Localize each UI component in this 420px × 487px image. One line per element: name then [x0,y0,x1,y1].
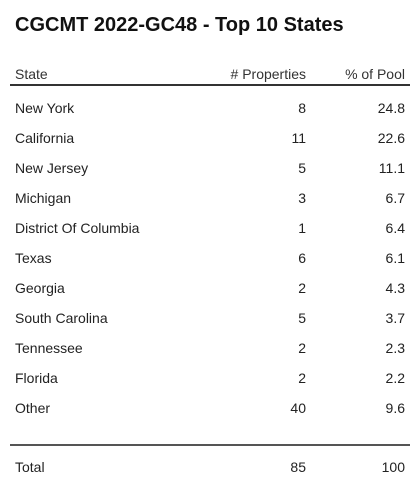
cell-properties: 11 [291,130,306,146]
table-row: Texas 6 6.1 [10,243,410,273]
cell-properties: 2 [298,370,306,386]
cell-pool: 6.7 [385,190,405,206]
cell-state: Other [15,400,51,416]
cell-pool: 3.7 [385,310,405,326]
cell-pool: 6.1 [385,250,405,266]
cell-properties: 6 [298,250,306,266]
cell-pool: 2.3 [385,340,405,356]
table-row: District Of Columbia 1 6.4 [10,213,410,243]
cell-pool: 2.2 [385,370,405,386]
cell-state: Michigan [15,190,72,206]
cell-pool: 11.1 [378,160,405,176]
cell-pool: 22.6 [377,130,405,146]
cell-properties: 1 [298,220,306,236]
cell-pool: 24.8 [377,100,405,116]
total-pool: 100 [381,459,405,475]
table-row: South Carolina 5 3.7 [10,303,410,333]
total-label: Total [15,459,45,475]
cell-state: South Carolina [15,310,108,326]
cell-state: Florida [15,370,58,386]
table-row: Florida 2 2.2 [10,363,410,393]
cell-state: Georgia [15,280,65,296]
total-properties: 85 [290,459,306,475]
cell-state: District Of Columbia [15,220,140,236]
cell-properties: 8 [298,100,306,116]
cell-pool: 6.4 [385,220,405,236]
table-row: Other 40 9.6 [10,393,410,423]
total-divider [10,444,410,446]
column-header-pool: % of Pool [345,66,405,82]
cell-pool: 9.6 [385,400,405,416]
cell-properties: 3 [298,190,306,206]
table-row: Georgia 2 4.3 [10,273,410,303]
states-table: State # Properties % of Pool New York 8 24… [10,64,410,423]
cell-properties: 40 [290,400,306,416]
table-row: New Jersey 5 11.1 [10,153,410,183]
page-title: CGCMT 2022-GC48 - Top 10 States [15,14,344,36]
table-row: Tennessee 2 2.3 [10,333,410,363]
column-header-state: State [15,66,48,82]
table-header: State # Properties % of Pool [10,64,410,86]
cell-state: New Jersey [15,160,89,176]
column-header-properties: # Properties [230,66,306,82]
cell-state: Texas [15,250,52,266]
cell-properties: 2 [298,340,306,356]
table-body: New York 8 24.8 California 11 22.6 New Jersey 5… [10,86,410,423]
total-row: Total 85 100 [10,452,410,482]
table-row: New York 8 24.8 [10,93,410,123]
cell-properties: 5 [298,160,306,176]
table-row: Michigan 3 6.7 [10,183,410,213]
cell-state: Tennessee [15,340,83,356]
cell-properties: 2 [298,280,306,296]
table-row: California 11 22.6 [10,123,410,153]
cell-properties: 5 [298,310,306,326]
cell-pool: 4.3 [385,280,405,296]
cell-state: New York [15,100,75,116]
cell-state: California [15,130,75,146]
